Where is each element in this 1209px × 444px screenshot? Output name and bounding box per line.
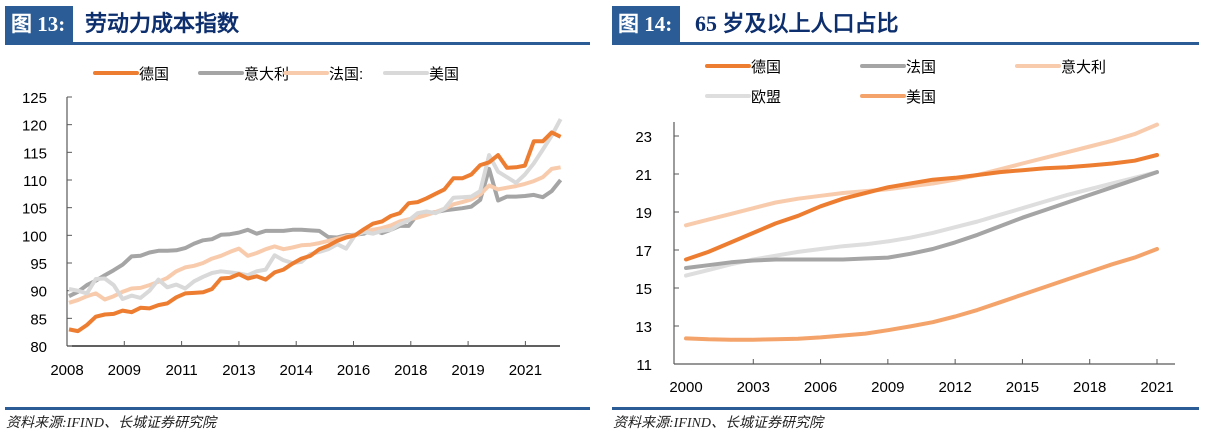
y-tick-label: 105	[22, 201, 47, 218]
labor-cost-index-chart: 德国 意大利 法国: 美国 80 85 90 95 100 105 110 115 120 125 2008…	[22, 65, 563, 379]
y-tick-label: 15	[635, 281, 652, 298]
figure-13-label: 图 13:	[5, 6, 74, 42]
y-tick-label: 19	[635, 205, 652, 222]
legend-label-series-2: 意大利	[1061, 58, 1106, 76]
line-series-2	[684, 122, 1159, 228]
x-tick-label: 2011	[165, 362, 197, 379]
y-tick-label: 90	[30, 284, 47, 301]
figure-14-title: 65 岁及以上人口占比	[695, 11, 899, 36]
y-tick-label: 80	[30, 339, 47, 356]
line-series-4	[684, 247, 1159, 342]
y-tick-label: 125	[22, 90, 47, 107]
x-tick-label: 2019	[451, 362, 484, 379]
figure-14-source: 资料来源:IFIND、长城证券研究院	[613, 416, 823, 431]
y-tick-label: 11	[636, 357, 652, 374]
y-tick-label: 23	[635, 129, 652, 146]
y-tick-label: 100	[22, 228, 47, 245]
figure-13-title-bar: 图 13: 劳动力成本指数	[5, 6, 590, 45]
figure-14-title-bar: 图 14: 65 岁及以上人口占比	[612, 6, 1199, 45]
x-tick-label: 2018	[1073, 379, 1106, 396]
x-tick-label: 2009	[108, 362, 141, 379]
line-series-3	[684, 170, 1159, 278]
legend-label-series-0: 德国	[139, 65, 169, 83]
line-series-1	[68, 166, 563, 298]
figure-13-source-rule	[5, 407, 590, 410]
line-series-3	[68, 118, 563, 301]
x-tick-label: 2013	[222, 362, 255, 379]
y-tick-label: 115	[23, 145, 47, 162]
x-tick-label: 2014	[280, 362, 313, 379]
legend-label-series-1: 意大利	[244, 65, 289, 83]
legend-label-series-2: 法国:	[329, 66, 363, 83]
y-tick-label: 13	[635, 319, 652, 336]
y-tick-label: 110	[23, 173, 47, 190]
figure-14-source-rule	[612, 407, 1199, 410]
x-tick-label: 2008	[50, 362, 83, 379]
legend-label-series-3: 美国	[429, 66, 459, 83]
y-tick-label: 85	[30, 311, 47, 328]
x-tick-label: 2021	[509, 362, 542, 379]
x-tick-label: 2000	[669, 379, 702, 396]
x-tick-label: 2006	[804, 379, 837, 396]
x-tick-label: 2003	[737, 379, 770, 396]
line-series-2	[68, 165, 561, 305]
x-tick-label: 2016	[337, 362, 370, 379]
x-tick-label: 2018	[394, 362, 427, 379]
figure-13-title: 劳动力成本指数	[85, 11, 240, 36]
figure-13-source: 资料来源:IFIND、长城证券研究院	[6, 416, 216, 431]
y-tick-label: 95	[30, 256, 47, 273]
x-tick-label: 2012	[938, 379, 971, 396]
legend-label-series-1: 法国	[906, 59, 936, 76]
y-tick-label: 120	[22, 118, 47, 135]
y-tick-label: 21	[635, 167, 652, 184]
x-tick-label: 2015	[1006, 379, 1039, 396]
x-tick-label: 2021	[1140, 379, 1173, 396]
line-series-0	[684, 153, 1159, 262]
legend-label-series-3: 欧盟	[751, 89, 781, 106]
y-tick-label: 17	[635, 243, 652, 260]
x-tick-label: 2009	[871, 379, 904, 396]
legend-label-series-4: 美国	[906, 89, 936, 106]
figure-14-panel: 图 14: 65 岁及以上人口占比 德国 法国 意大利欧盟 美国 11 13 15 17 19 2…	[607, 0, 1209, 444]
legend-label-series-0: 德国	[751, 58, 781, 76]
figure-13-panel: 图 13: 劳动力成本指数 德国 意大利 法国: 美国 80 85 90 95 100 105 11…	[0, 0, 600, 444]
line-series-0	[68, 130, 562, 334]
figure-14-label: 图 14:	[612, 6, 681, 42]
line-series-1	[684, 170, 1159, 270]
